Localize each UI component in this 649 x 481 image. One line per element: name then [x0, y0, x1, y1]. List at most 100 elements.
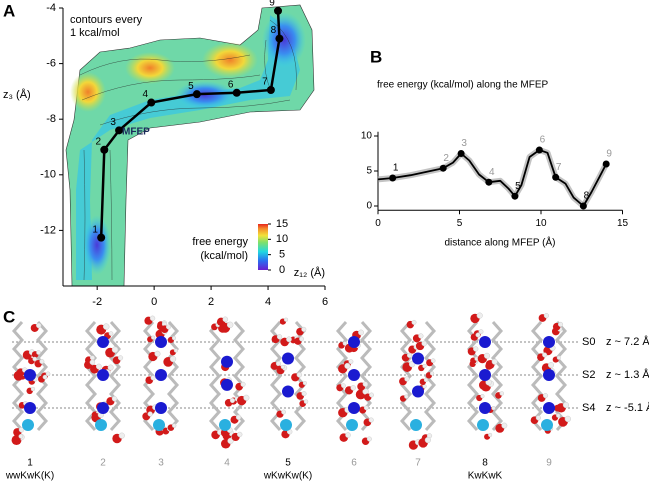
- water-h: [501, 422, 508, 429]
- water-h: [341, 383, 346, 389]
- y-tick-label: 0: [366, 201, 372, 212]
- uncertainty-band: [377, 147, 609, 209]
- ion: [95, 419, 107, 431]
- water-h: [107, 364, 114, 371]
- water-h: [404, 394, 409, 399]
- water-h: [18, 433, 24, 439]
- point-label: 9: [269, 0, 275, 8]
- point-label: 8: [584, 191, 590, 202]
- structure-number: 2: [100, 458, 106, 469]
- backbone: [490, 321, 504, 431]
- backbone: [359, 321, 373, 431]
- water-h: [411, 319, 417, 325]
- structure-number: 8: [482, 458, 488, 469]
- water-h: [118, 432, 125, 439]
- ion: [412, 352, 424, 365]
- water-h: [45, 371, 51, 377]
- water-h: [350, 385, 356, 391]
- water-h: [562, 401, 570, 409]
- colorbar-tick-label: 10: [276, 233, 288, 245]
- water-h: [368, 417, 374, 423]
- panel-label: B: [370, 47, 382, 66]
- water-h: [548, 362, 555, 369]
- path-point: [192, 90, 201, 99]
- water-h: [302, 380, 307, 386]
- water-h: [344, 362, 351, 369]
- path-point: [274, 6, 283, 15]
- ion: [221, 378, 233, 391]
- site-name: S4: [582, 402, 595, 414]
- water-h: [32, 356, 37, 362]
- water-h: [276, 334, 283, 340]
- backbone: [108, 321, 122, 431]
- water-h: [283, 317, 289, 322]
- y-axis-label: z₃ (Å): [3, 88, 31, 101]
- water-h: [275, 361, 282, 367]
- water-h: [564, 415, 572, 423]
- water-h: [422, 363, 427, 369]
- backbone: [530, 321, 544, 431]
- water-h: [423, 377, 429, 383]
- ion: [97, 402, 109, 414]
- water-h: [499, 391, 504, 396]
- water-h: [281, 409, 287, 415]
- y-tick-label: -10: [40, 169, 56, 181]
- backbone: [466, 321, 480, 431]
- water-h: [36, 350, 41, 355]
- chart-title: free energy (kcal/mol) along the MFEP: [377, 80, 549, 91]
- path-point: [147, 98, 156, 107]
- ion: [155, 369, 167, 381]
- ion: [543, 402, 555, 414]
- structure-number: 9: [546, 458, 552, 469]
- y-tick-label: -4: [46, 2, 56, 14]
- structure-name: KwKwK: [468, 471, 503, 481]
- x-tick-label: -2: [92, 296, 102, 308]
- water-h: [296, 372, 303, 378]
- water-h: [342, 341, 348, 346]
- water-h: [222, 316, 229, 323]
- point-label: 3: [461, 138, 467, 149]
- site-z: z ~ -5.1 Å: [606, 401, 649, 414]
- ion: [348, 402, 360, 414]
- structure-number: 3: [158, 458, 164, 469]
- point-label: 5: [515, 181, 521, 192]
- colorbar: [258, 224, 268, 270]
- path-point: [97, 233, 106, 242]
- ion: [97, 369, 109, 381]
- structure-name: wwKwK(K): [5, 471, 54, 481]
- water-h: [111, 346, 119, 353]
- ion: [348, 369, 360, 381]
- water-h: [421, 340, 428, 347]
- site-z: z ~ 1.3 Å: [606, 368, 649, 381]
- point-label: 7: [262, 77, 268, 88]
- site-z: z ~ 7.2 Å: [606, 335, 649, 348]
- x-tick-label: 6: [322, 296, 328, 308]
- y-tick-label: 5: [366, 166, 372, 177]
- water-h: [348, 359, 354, 365]
- annotation: 1 kcal/mol: [70, 27, 120, 39]
- x-tick-label: 10: [535, 218, 547, 229]
- point: [389, 174, 397, 182]
- water-h: [171, 423, 177, 428]
- point-label: 1: [92, 224, 98, 235]
- water-h: [147, 411, 153, 417]
- water-h: [226, 321, 234, 329]
- water-h: [280, 364, 285, 369]
- water-h: [491, 406, 496, 411]
- x-axis-label: z₁₂ (Å): [294, 266, 325, 279]
- path-point: [100, 145, 109, 154]
- backbone: [208, 321, 222, 431]
- annotation: contours every: [70, 14, 143, 26]
- x-tick-label: 2: [208, 296, 214, 308]
- path-point: [275, 34, 284, 43]
- backbone: [554, 321, 568, 431]
- point-label: 6: [540, 135, 546, 146]
- water-h: [366, 436, 372, 442]
- ion: [97, 336, 109, 348]
- point-label: 4: [489, 167, 495, 178]
- point: [457, 150, 465, 157]
- structure-number: 6: [351, 458, 357, 469]
- ion: [282, 352, 294, 365]
- water-h: [491, 358, 498, 365]
- water-h: [243, 394, 250, 401]
